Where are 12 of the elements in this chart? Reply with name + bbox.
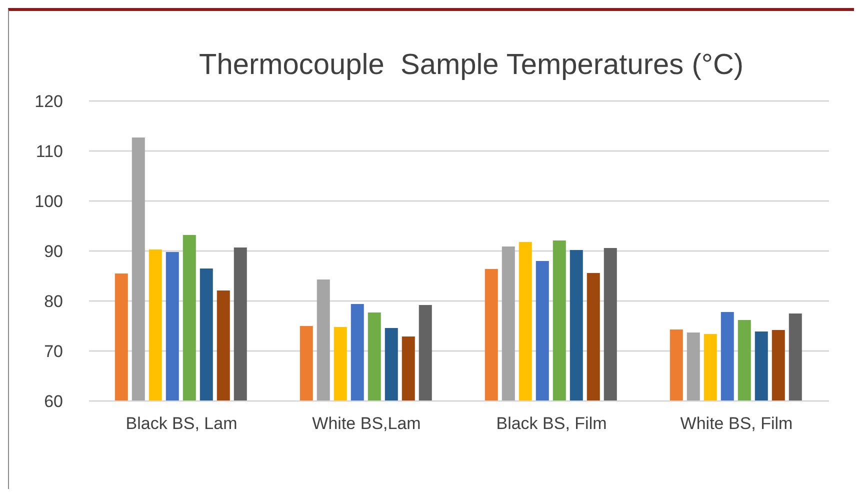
y-tick-label: 120	[34, 92, 63, 112]
x-tick-label: Black BS, Lam	[126, 414, 238, 434]
chart-title: Thermocouple Sample Temperatures (°C)	[199, 49, 744, 82]
y-tick-label: 60	[44, 392, 63, 412]
x-tick-label: White BS, Film	[680, 414, 793, 434]
x-tick-label: Black BS, Film	[496, 414, 607, 434]
y-tick-label: 90	[44, 242, 63, 262]
y-tick-label: 80	[44, 292, 63, 312]
y-tick-label: 70	[44, 342, 63, 362]
x-tick-label: White BS,Lam	[312, 414, 421, 434]
y-tick-label: 100	[34, 192, 63, 212]
y-tick-label: 110	[36, 142, 63, 162]
